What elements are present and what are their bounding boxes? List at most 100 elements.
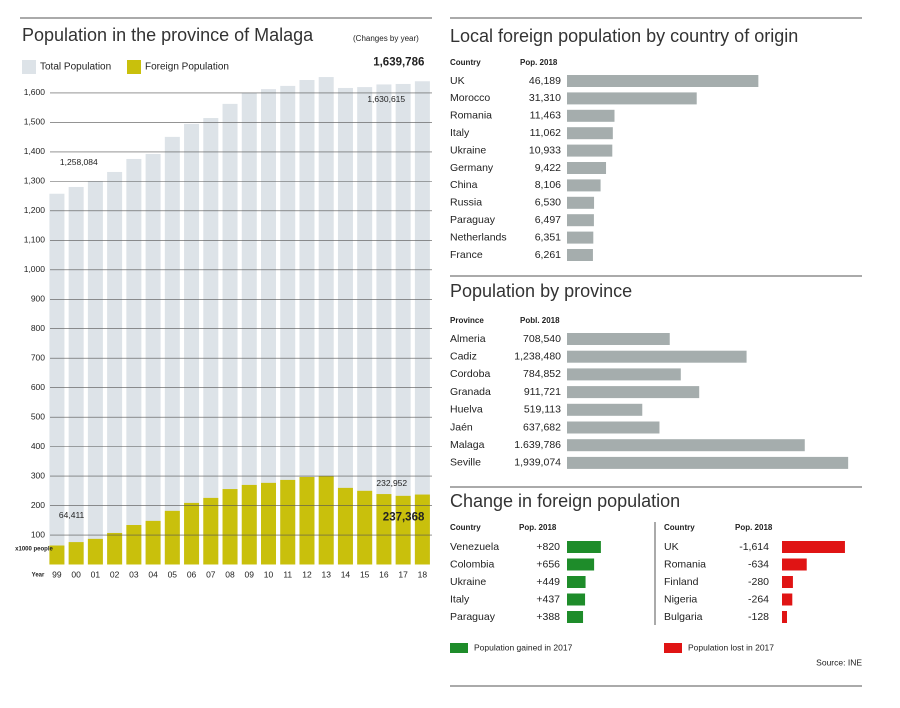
y-tick-label: 800 (31, 323, 45, 333)
value-label: 637,682 (523, 421, 561, 433)
category-label: Russia (450, 197, 482, 209)
bar (280, 479, 296, 565)
bar (222, 103, 238, 565)
value-label: 708,540 (523, 333, 561, 345)
bar (337, 87, 353, 565)
bar (782, 611, 787, 623)
x-tick-label: 16 (379, 569, 389, 579)
column-header: Country (664, 523, 695, 532)
category-label: Cordoba (450, 368, 490, 380)
category-label: UK (450, 75, 465, 87)
bar (280, 85, 296, 565)
value-label: -634 (748, 558, 769, 570)
legend-swatch (450, 643, 468, 653)
bar (126, 158, 142, 565)
bar (68, 186, 84, 565)
bar (567, 144, 613, 157)
x-tick-label: 08 (225, 569, 235, 579)
value-label: 9,422 (535, 162, 561, 174)
value-label: 232,952 (376, 478, 407, 488)
y-tick-label: 200 (31, 500, 45, 510)
category-label: Morocco (450, 92, 490, 104)
category-label: Italy (450, 127, 470, 139)
bar (567, 231, 594, 244)
value-label: 784,852 (523, 368, 561, 380)
category-label: Ukraine (450, 144, 486, 156)
bar (567, 75, 759, 87)
category-label: Ukraine (450, 576, 486, 588)
legend-swatch (127, 60, 141, 74)
legend-swatch (22, 60, 36, 74)
y-tick-label: 300 (31, 470, 45, 480)
bar (203, 118, 219, 565)
value-label: -128 (748, 611, 769, 623)
legend-label: Population lost in 2017 (688, 642, 774, 652)
y-tick-label: 1,400 (24, 146, 46, 156)
x-tick-label: 18 (418, 569, 428, 579)
y-tick-label: 600 (31, 382, 45, 392)
bar (414, 494, 430, 565)
x-tick-label: 03 (129, 569, 139, 579)
value-label: 1,238,480 (514, 350, 561, 362)
source-note: Source: INE (816, 657, 862, 667)
x-tick-label: 04 (148, 569, 158, 579)
bar (261, 89, 277, 565)
category-label: Venezuela (450, 541, 499, 553)
bar (376, 84, 392, 565)
bar (567, 439, 805, 452)
x-axis-label: Year (32, 573, 45, 579)
value-label: 1,939,074 (514, 457, 561, 469)
y-axis-label: x1000 people (15, 547, 53, 553)
bar (376, 494, 392, 565)
column-header: Country (450, 523, 481, 532)
bar (222, 489, 238, 565)
bar (567, 456, 849, 469)
bar (567, 92, 697, 105)
category-label: Finland (664, 576, 699, 588)
value-label: +656 (536, 558, 560, 570)
category-label: Seville (450, 457, 481, 469)
value-label: 6,261 (535, 249, 561, 261)
y-tick-label: 1,300 (24, 176, 46, 186)
bar (318, 77, 334, 565)
category-label: Colombia (450, 558, 495, 570)
value-label: +820 (536, 541, 560, 553)
x-tick-label: 15 (360, 569, 370, 579)
category-label: Jaén (450, 421, 473, 433)
bar (395, 83, 411, 565)
y-tick-label: 100 (31, 529, 45, 539)
x-tick-label: 07 (206, 569, 216, 579)
bar (567, 333, 670, 345)
chart-subtitle: (Changes by year) (353, 34, 419, 43)
value-label: -264 (748, 593, 769, 605)
bar (145, 520, 161, 565)
category-label: Netherlands (450, 231, 507, 243)
bar (68, 542, 84, 565)
value-label: 1,639,786 (373, 56, 424, 68)
category-label: Romania (664, 558, 706, 570)
column-header: Country (450, 58, 481, 67)
value-label: 519,113 (524, 404, 561, 416)
bar (107, 532, 123, 565)
category-label: Paraguay (450, 611, 496, 623)
y-tick-label: 500 (31, 411, 45, 421)
bar (567, 368, 681, 381)
legend-label: Total Population (40, 62, 111, 73)
category-label: China (450, 179, 478, 191)
category-label: Almeria (450, 333, 486, 345)
category-label: Granada (450, 386, 491, 398)
bar (184, 123, 200, 565)
legend-label: Population gained in 2017 (474, 642, 573, 652)
chart-title: Change in foreign population (450, 491, 680, 511)
x-tick-label: 99 (52, 569, 62, 579)
x-tick-label: 09 (245, 569, 255, 579)
value-label: 11,463 (530, 110, 561, 122)
bar (164, 510, 180, 565)
value-label: 10,933 (529, 144, 561, 156)
category-label: Nigeria (664, 593, 697, 605)
bar (241, 484, 257, 565)
value-label: 1,258,084 (60, 157, 98, 167)
column-header: Province (450, 316, 484, 325)
bar (126, 525, 142, 565)
